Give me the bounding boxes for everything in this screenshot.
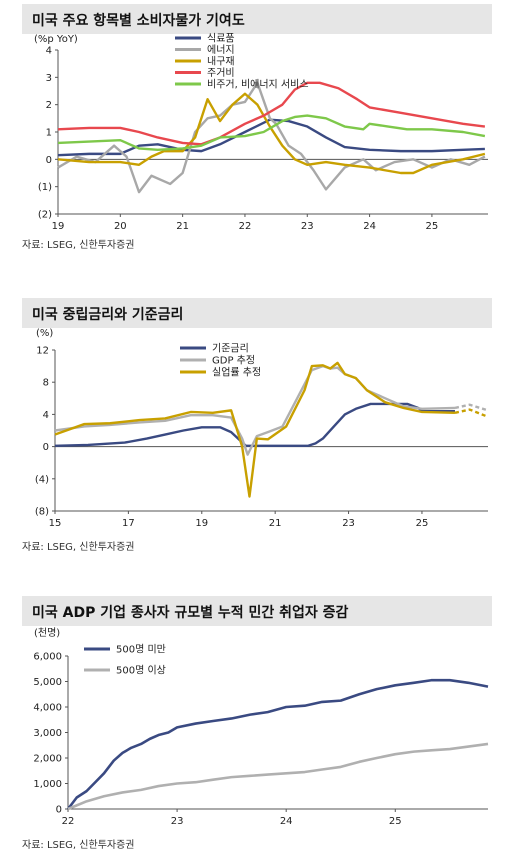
x-tick-label: 20 <box>114 221 127 232</box>
series-line <box>66 678 489 810</box>
chart-source: 자료: LSEG, 신한투자증권 <box>22 240 135 251</box>
legend-label: 에너지 <box>207 44 235 56</box>
x-tick-label: 17 <box>122 518 135 529</box>
legend-label: 비주거, 비에너지 서비스 <box>207 79 309 91</box>
y-tick-label: 3,000 <box>33 728 62 739</box>
x-tick-label: 15 <box>49 518 62 529</box>
x-tick-label: 25 <box>416 518 429 529</box>
series-line <box>57 81 486 194</box>
y-tick-label: 2 <box>46 100 52 111</box>
x-tick-label: 24 <box>363 221 376 232</box>
series-line <box>54 361 456 498</box>
legend-label: 500명 이상 <box>116 665 166 677</box>
x-tick-label: 22 <box>62 816 75 827</box>
y-tick-label: (4) <box>35 474 49 485</box>
x-tick-label: 19 <box>52 221 65 232</box>
x-tick-label: 23 <box>342 518 355 529</box>
chart-title: 미국 ADP 기업 종사자 규모별 누적 민간 취업자 증감 <box>32 605 349 621</box>
series-line <box>57 118 485 157</box>
x-tick-label: 23 <box>301 221 314 232</box>
y-tick-label: (2) <box>38 210 52 221</box>
legend-label: 내구재 <box>207 56 235 68</box>
chart-title: 미국 주요 항목별 소비자물가 기여도 <box>32 13 245 29</box>
legend-label: 식료품 <box>207 33 235 45</box>
y-tick-label: 0 <box>43 442 49 453</box>
x-tick-label: 25 <box>389 816 402 827</box>
legend-label: 500명 미만 <box>116 644 166 656</box>
y-tick-label: 0 <box>46 155 52 166</box>
x-tick-label: 21 <box>176 221 189 232</box>
series-line <box>67 742 489 811</box>
y-tick-label: 3 <box>46 73 52 84</box>
series-line <box>57 92 486 175</box>
y-tick-label: 8 <box>43 378 49 389</box>
y-tick-label: (8) <box>35 507 49 518</box>
x-tick-label: 21 <box>269 518 282 529</box>
series-line <box>57 114 486 151</box>
chart-plot: (천명) 6,000 5,000 4,000 3,000 2,000 1,000 022 23 2… <box>33 627 489 827</box>
y-tick-label: (1) <box>38 182 52 193</box>
y-tick-label: 1,000 <box>33 779 62 790</box>
chart-source: 자료: LSEG, 신한투자증권 <box>22 840 135 851</box>
series-line-forecast <box>454 408 489 418</box>
x-tick-label: 24 <box>280 816 293 827</box>
x-tick-label: 23 <box>171 816 184 827</box>
y-tick-label: 4 <box>46 46 52 57</box>
chart-panel-1: 미국 주요 항목별 소비자물가 기여도 (%p YoY) 4 3 2 1 0 (1) (2) 1… <box>0 0 515 251</box>
x-tick-label: 19 <box>195 518 208 529</box>
legend-label: GDP 추정 <box>212 355 255 367</box>
legend-label: 기준금리 <box>212 343 249 355</box>
legend-label: 실업률 추정 <box>212 366 261 379</box>
series-line <box>57 81 486 146</box>
y-tick-label: 5,000 <box>33 677 62 688</box>
chart-title: 미국 중립금리와 기준금리 <box>32 307 184 323</box>
series-line-forecast <box>454 403 489 412</box>
series-line <box>54 364 456 456</box>
x-tick-label: 25 <box>426 221 439 232</box>
y-tick-label: 0 <box>56 805 62 816</box>
y-axis-label: (%p YoY) <box>34 34 78 45</box>
y-tick-label: 4,000 <box>33 703 62 714</box>
y-axis-label: (%) <box>36 328 53 339</box>
chart-title-bar: 미국 ADP 기업 종사자 규모별 누적 민간 취업자 증감 <box>22 596 492 626</box>
x-tick-label: 22 <box>239 221 252 232</box>
chart-title-bar: 미국 중립금리와 기준금리 <box>22 298 492 328</box>
y-tick-label: 4 <box>43 410 49 421</box>
y-tick-label: 2,000 <box>33 754 62 765</box>
legend-label: 주거비 <box>207 67 235 79</box>
y-tick-label: 6,000 <box>33 652 62 663</box>
y-tick-label: 1 <box>46 128 52 139</box>
chart-title-bar: 미국 주요 항목별 소비자물가 기여도 <box>22 4 492 34</box>
chart-panel-2: 미국 중립금리와 기준금리 (%) 12 8 4 0 (4) (8) 15 17 19 21 23 25… <box>0 290 515 560</box>
chart-source: 자료: LSEG, 신한투자증권 <box>22 542 135 553</box>
y-tick-label: 12 <box>36 346 49 357</box>
y-axis-label: (천명) <box>34 627 60 639</box>
chart-panel-3: 미국 ADP 기업 종사자 규모별 누적 민간 취업자 증감 (천명) 6,000… <box>0 590 515 858</box>
